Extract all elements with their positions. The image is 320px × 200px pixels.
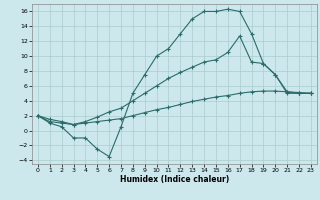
X-axis label: Humidex (Indice chaleur): Humidex (Indice chaleur) (120, 175, 229, 184)
